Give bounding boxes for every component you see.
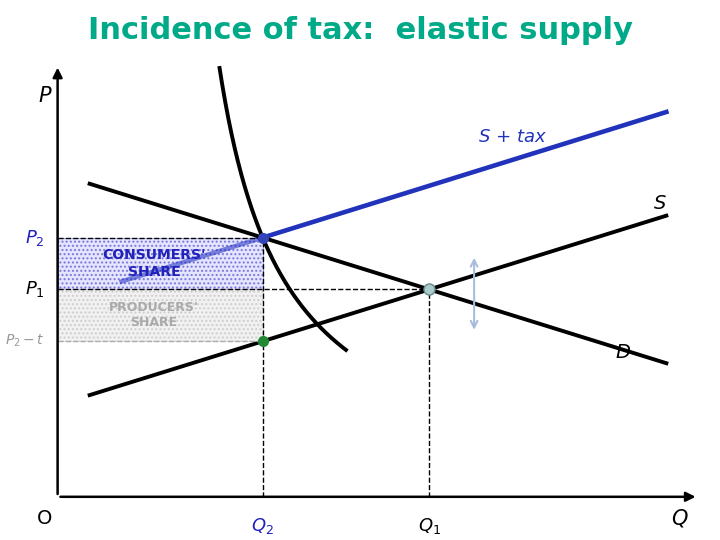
Text: O: O [37,509,53,528]
Text: $Q_1$: $Q_1$ [418,516,441,536]
Text: $P_1$: $P_1$ [25,279,45,300]
Text: $Q_2$: $Q_2$ [251,516,274,536]
Text: S: S [654,194,666,213]
Text: CONSUMERS'
SHARE: CONSUMERS' SHARE [102,248,206,279]
Text: P: P [38,86,51,106]
Text: Incidence of tax:  elastic supply: Incidence of tax: elastic supply [88,16,632,45]
Bar [58,238,263,289]
Text: S + tax: S + tax [480,128,546,146]
Text: $P_2$: $P_2$ [25,227,45,248]
Text: $P_2 - t$: $P_2 - t$ [5,333,45,349]
Text: PRODUCERS'
SHARE: PRODUCERS' SHARE [109,301,199,329]
Text: D: D [615,343,630,362]
Text: Q: Q [671,508,688,529]
Bar [58,289,263,341]
